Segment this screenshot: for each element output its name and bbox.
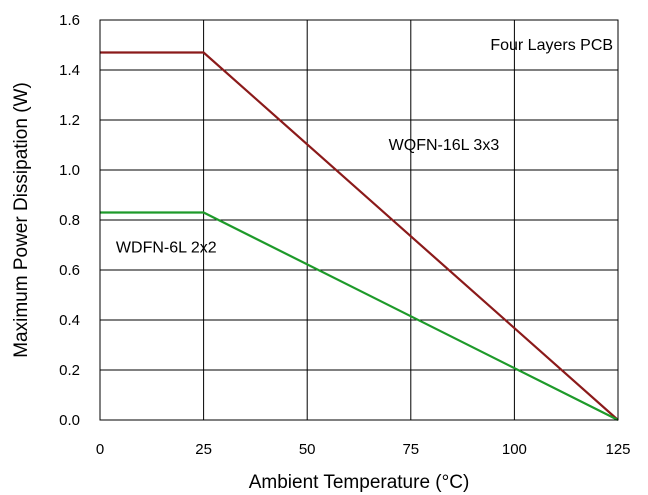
series-lines [100,51,619,421]
x-tick-label: 75 [402,441,419,458]
y-axis-label: Maximum Power Dissipation (W) [11,82,32,358]
x-axis-label: Ambient Temperature (°C) [249,472,470,493]
y-tick-label: 1.0 [59,162,80,179]
x-tick-label: 25 [195,441,212,458]
y-tick-label: 0.2 [59,362,80,379]
x-tick-label: 125 [605,441,630,458]
series-line-1 [100,211,619,421]
y-tick-label: 0.4 [59,312,80,329]
series-line-0 [100,51,619,421]
annotation-label: WQFN-16L 3x3 [389,137,500,154]
y-tick-label: 1.6 [59,12,80,29]
plot-frame [99,19,619,421]
grid-lines [99,19,619,421]
y-tick-label: 0.0 [59,412,80,429]
y-tick-label: 1.2 [59,112,80,129]
x-tick-label: 0 [96,441,104,458]
tick-labels: 0 25 50 75 100 125 0.0 0.2 0.4 0.6 0.8 1.0 1.2 1.4 1.6 [59,12,630,458]
annotations: Four Layers PCB WQFN-16L 3x3 WDFN-6L 2x2 [116,37,613,257]
annotation-label: Four Layers PCB [490,37,613,54]
y-tick-label: 0.6 [59,262,80,279]
y-tick-label: 0.8 [59,212,80,229]
x-tick-label: 100 [502,441,527,458]
y-tick-label: 1.4 [59,62,80,79]
annotation-label: WDFN-6L 2x2 [116,240,217,257]
x-tick-label: 50 [299,441,316,458]
